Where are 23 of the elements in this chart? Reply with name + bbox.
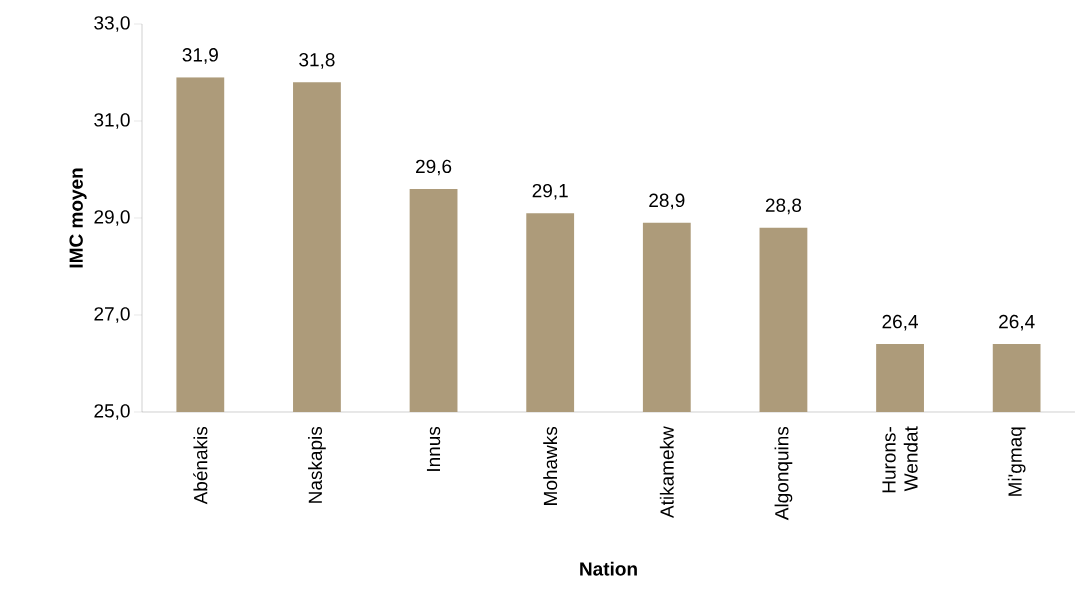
data-label: 29,1 xyxy=(532,183,568,200)
y-tick-label: 29,0 xyxy=(94,210,130,226)
data-label: 31,8 xyxy=(299,52,335,69)
y-axis-title: IMC moyen xyxy=(69,168,87,268)
x-tick-label: Algonquins xyxy=(774,426,793,521)
y-tick-label: 27,0 xyxy=(94,307,130,323)
x-tick-label: Atikamekw xyxy=(659,426,674,519)
data-label: 26,4 xyxy=(999,314,1035,331)
data-label: 29,6 xyxy=(416,159,452,176)
x-axis-title: Nation xyxy=(580,561,637,576)
data-label: 28,9 xyxy=(649,193,685,210)
data-label: 26,4 xyxy=(882,314,918,331)
x-tick-label: Hurons-Wendat xyxy=(882,426,918,493)
x-tick-label: Naskapis xyxy=(308,426,326,503)
data-label: 31,9 xyxy=(182,48,218,64)
x-tick-label: Innus xyxy=(426,426,441,471)
x-tick-label: Abénakis xyxy=(193,426,208,505)
y-tick-label: 31,0 xyxy=(94,113,130,129)
y-tick-label: 33,0 xyxy=(94,16,130,32)
y-tick-label: 25,0 xyxy=(94,404,130,420)
x-tick-label: Mi'gmaq xyxy=(1007,427,1026,496)
data-label: 28,8 xyxy=(765,198,802,215)
x-tick-label: Mohawks xyxy=(543,426,558,505)
